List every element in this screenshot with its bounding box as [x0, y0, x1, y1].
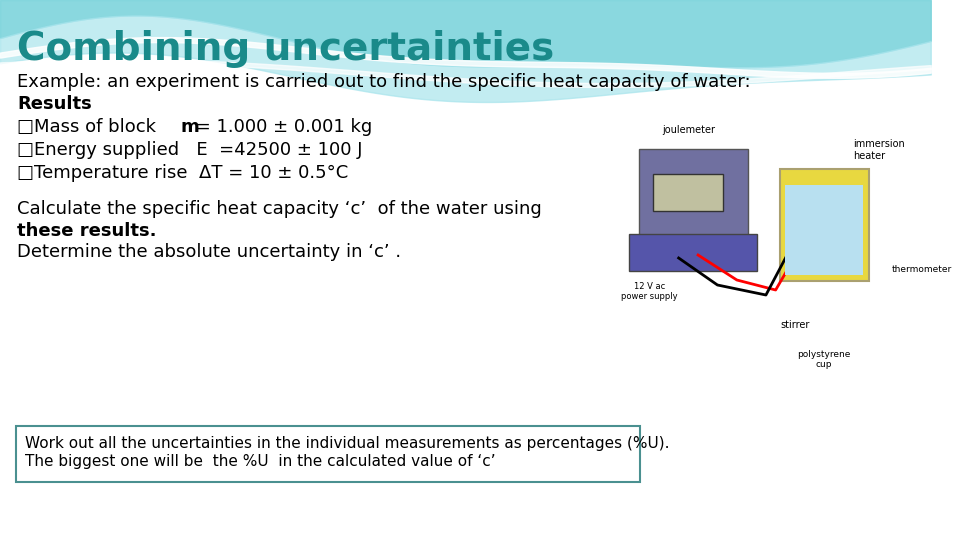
Text: polystyrene
cup: polystyrene cup	[798, 350, 851, 369]
Text: m: m	[180, 118, 199, 136]
Text: □Mass of block: □Mass of block	[17, 118, 203, 136]
FancyBboxPatch shape	[654, 174, 723, 211]
Text: stirrer: stirrer	[780, 320, 810, 330]
Text: joulemeter: joulemeter	[661, 125, 715, 135]
FancyBboxPatch shape	[780, 169, 869, 281]
FancyBboxPatch shape	[629, 234, 757, 271]
FancyBboxPatch shape	[785, 185, 863, 275]
Text: these results.: these results.	[17, 222, 156, 240]
Text: Determine the absolute uncertainty in ‘c’ .: Determine the absolute uncertainty in ‘c…	[17, 243, 401, 261]
Text: immersion
heater: immersion heater	[853, 139, 905, 161]
Text: Example: an experiment is carried out to find the specific heat capacity of wate: Example: an experiment is carried out to…	[17, 73, 751, 91]
Text: thermometer: thermometer	[892, 266, 952, 274]
Text: Calculate the specific heat capacity ‘c’  of the water using: Calculate the specific heat capacity ‘c’…	[17, 200, 542, 218]
Text: □Temperature rise  ΔT = 10 ± 0.5°C: □Temperature rise ΔT = 10 ± 0.5°C	[17, 164, 348, 182]
Text: Work out all the uncertainties in the individual measurements as percentages (%U: Work out all the uncertainties in the in…	[25, 436, 670, 451]
Text: 12 V ac
power supply: 12 V ac power supply	[621, 282, 678, 301]
Text: □Energy supplied   E  =42500 ± 100 J: □Energy supplied E =42500 ± 100 J	[17, 141, 363, 159]
FancyBboxPatch shape	[639, 149, 748, 241]
Text: Results: Results	[17, 95, 92, 113]
FancyBboxPatch shape	[15, 426, 640, 482]
Text: Combining uncertainties: Combining uncertainties	[17, 30, 555, 68]
Text: The biggest one will be  the %U  in the calculated value of ‘c’: The biggest one will be the %U in the ca…	[25, 454, 495, 469]
Text: = 1.000 ± 0.001 kg: = 1.000 ± 0.001 kg	[190, 118, 372, 136]
